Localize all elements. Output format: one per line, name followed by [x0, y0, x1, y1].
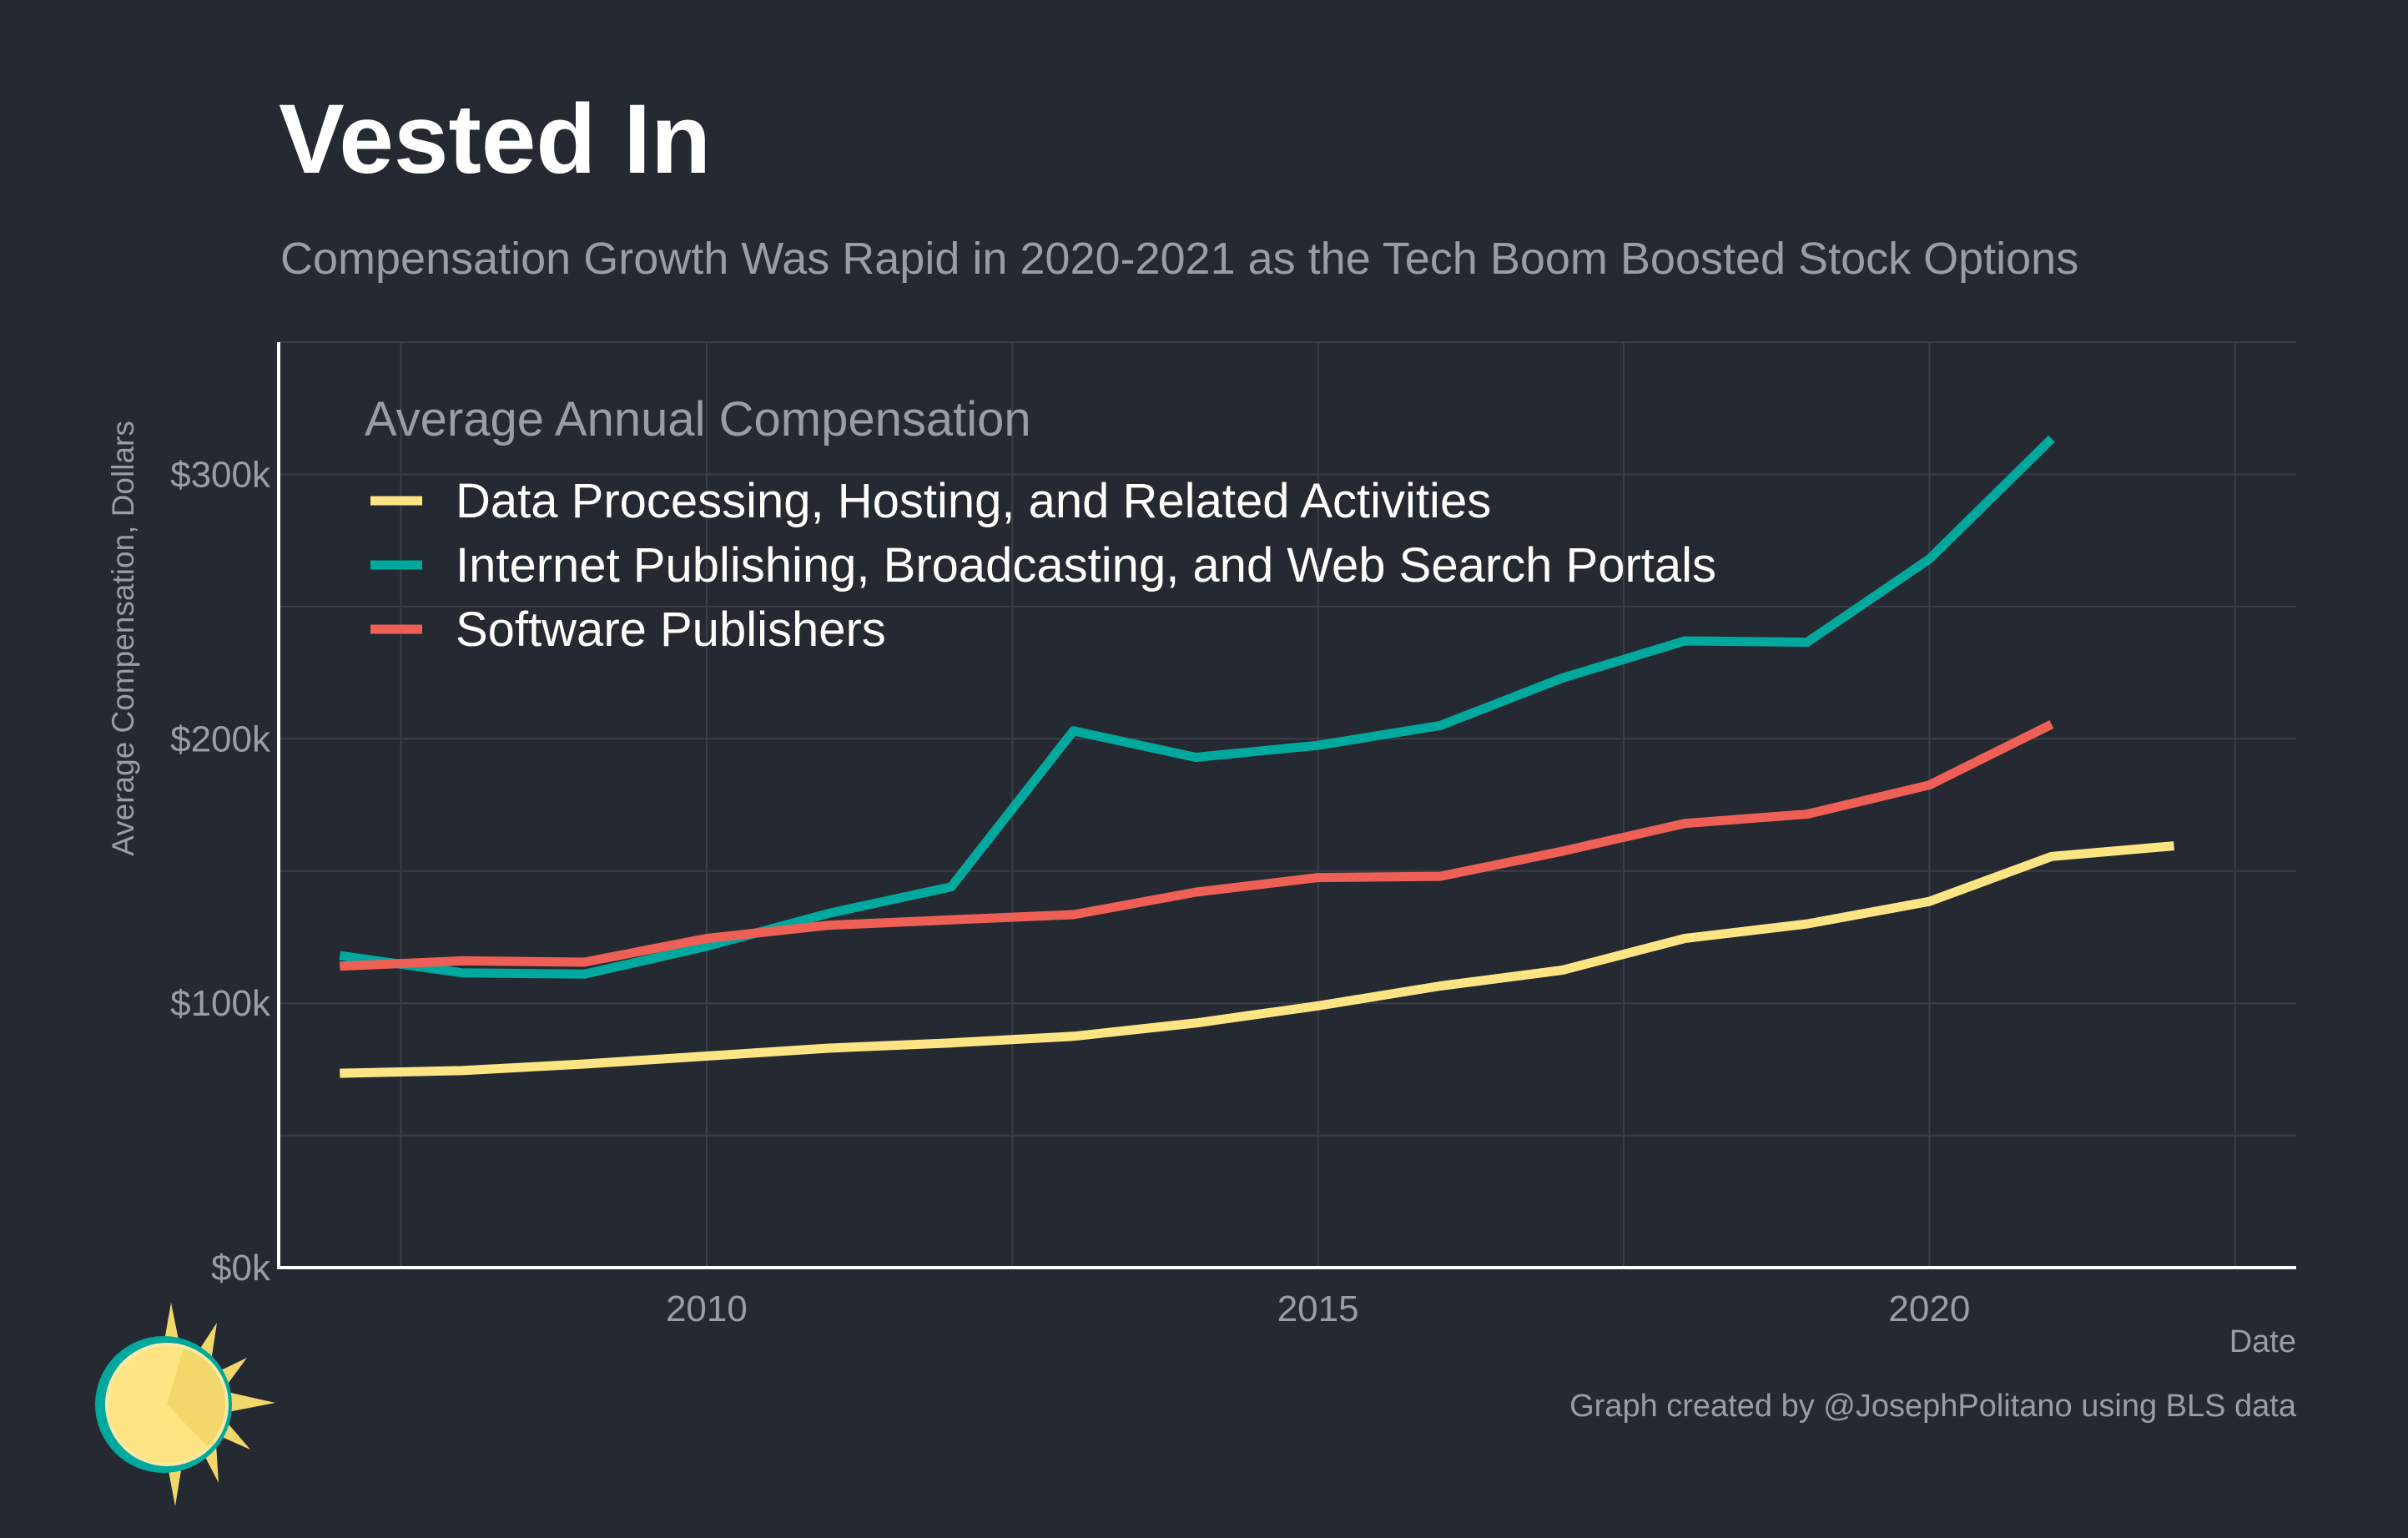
- source-caption: Graph created by @JosephPolitano using B…: [1569, 1389, 2296, 1424]
- legend-title: Average Annual Compensation: [365, 392, 1031, 446]
- series-line-3: [340, 719, 2054, 971]
- chart-title: Vested In: [279, 84, 712, 194]
- legend: Average Annual Compensation Data Process…: [365, 392, 1716, 657]
- x-tick-label: 2015: [1277, 1288, 1359, 1329]
- series-line-1: [340, 841, 2174, 1078]
- x-axis-label: Date: [2229, 1324, 2296, 1359]
- x-tick-labels: 2010 2015 2020: [666, 1288, 1970, 1329]
- y-tick-label: $100k: [170, 983, 271, 1024]
- x-tick-label: 2010: [666, 1288, 748, 1329]
- legend-label: Data Processing, Hosting, and Related Ac…: [456, 474, 1491, 528]
- axes: [277, 342, 2296, 1269]
- x-tick-label: 2020: [1888, 1288, 1970, 1329]
- sun-logo-icon: [95, 1303, 275, 1506]
- series-line-2: [339, 435, 2055, 979]
- y-tick-labels: $0k $100k $200k $300k: [170, 454, 271, 1288]
- legend-label: Internet Publishing, Broadcasting, and W…: [456, 538, 1716, 593]
- y-axis-label: Average Compensation, Dollars: [106, 421, 140, 856]
- y-tick-label: $200k: [170, 719, 271, 759]
- series-lines: [339, 435, 2174, 1078]
- y-tick-label: $300k: [170, 454, 271, 495]
- chart-subtitle: Compensation Growth Was Rapid in 2020-20…: [280, 234, 2079, 284]
- y-tick-label: $0k: [211, 1248, 271, 1288]
- legend-label: Software Publishers: [456, 603, 886, 657]
